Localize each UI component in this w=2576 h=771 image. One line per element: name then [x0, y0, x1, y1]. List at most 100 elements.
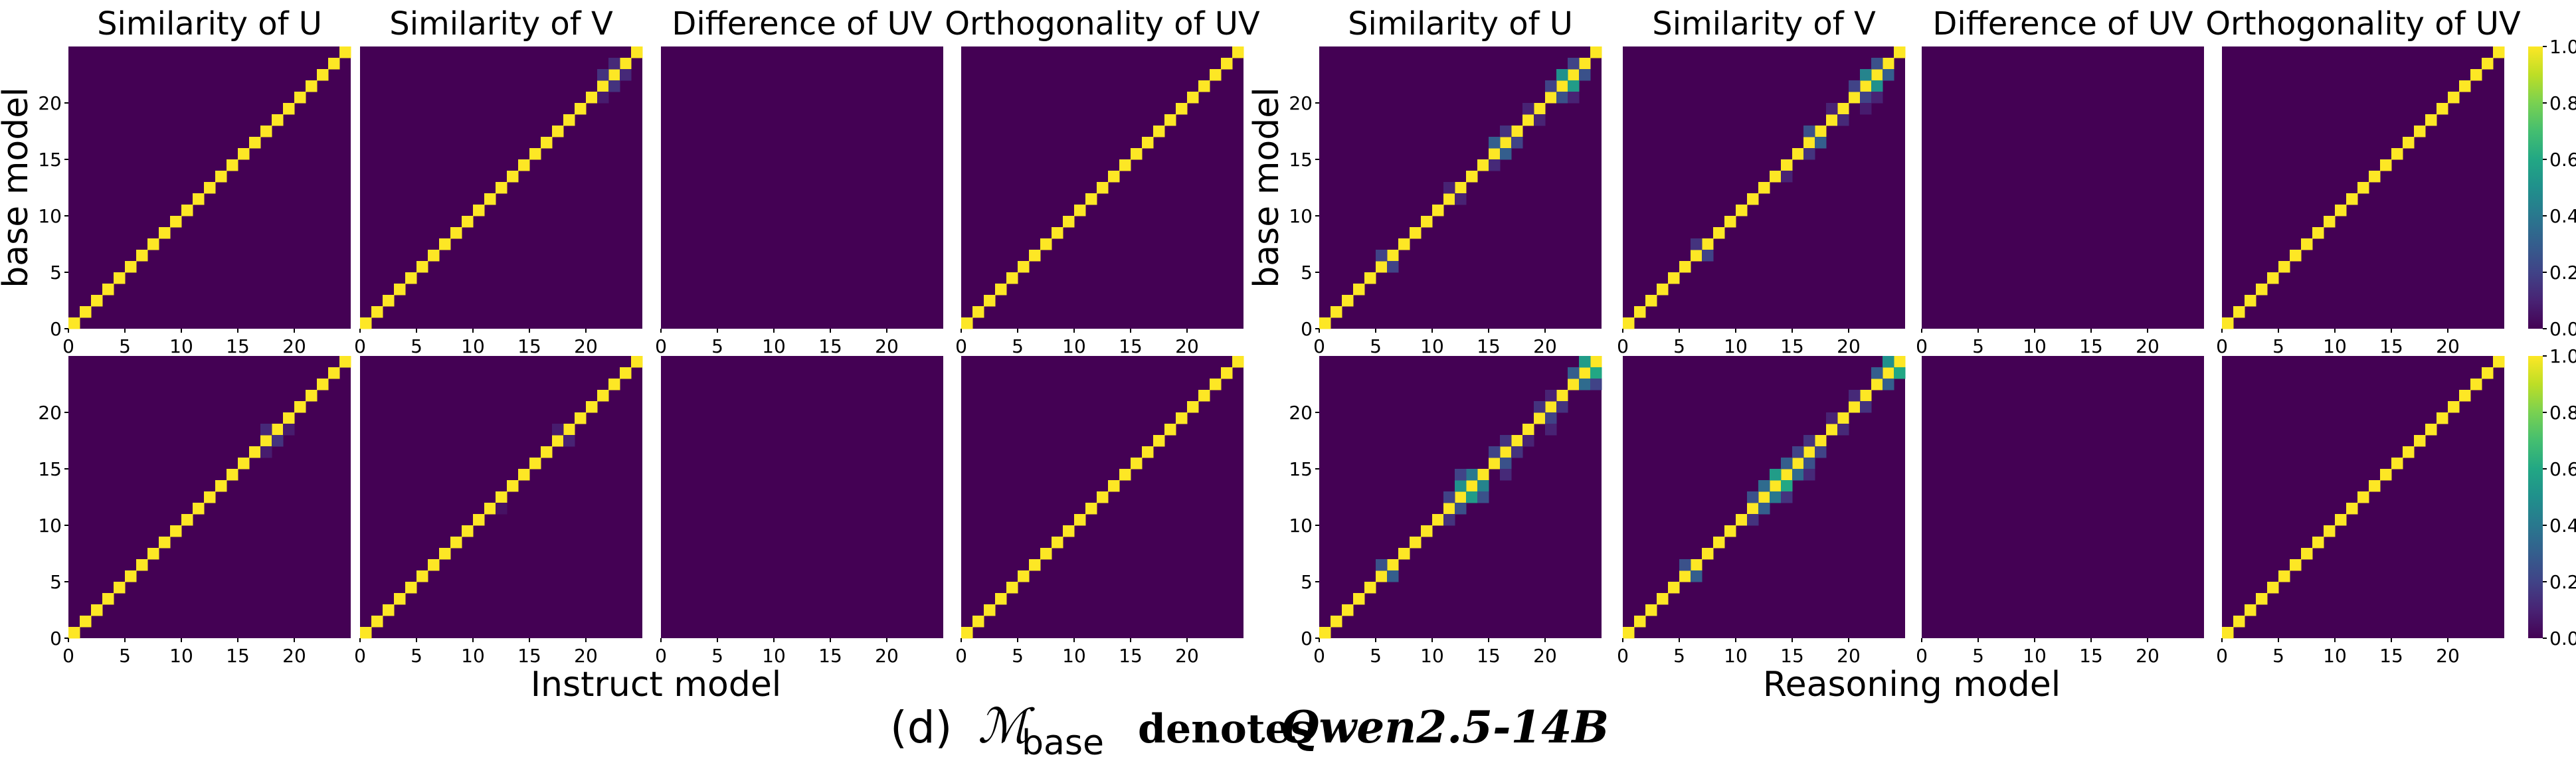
heatmap-cell: [1489, 159, 1501, 171]
heatmap-panel-g1-r0-p1: 0 5 10 15 20 Similarity of V: [1617, 5, 1906, 357]
heatmap-cell-diagonal: [995, 593, 1007, 605]
x-tick-label: 0: [1617, 645, 1629, 667]
heatmap-cell-diagonal: [1432, 205, 1444, 216]
x-tick-label: 15: [1780, 645, 1804, 667]
heatmap-cell-diagonal: [2369, 171, 2381, 183]
heatmap-cell-diagonal: [1198, 390, 1210, 402]
x-tick-label: 15: [818, 335, 842, 357]
heatmap-cell-diagonal: [159, 537, 171, 549]
y-axis-label: base model: [1247, 87, 1287, 288]
heatmap-cell-diagonal: [360, 317, 372, 329]
heatmap-cell-diagonal: [328, 58, 340, 70]
colorbars: 0.0 0.2 0.4 0.6 0.8 1.0 0.0 0.2 0.4 0.6 0.8 1.0: [2528, 36, 2576, 649]
x-tick-label: 5: [2272, 335, 2284, 357]
heatmap-cell-diagonal: [1849, 401, 1861, 413]
heatmap-cell-diagonal: [1770, 480, 1782, 492]
heatmap-cell-diagonal: [2403, 137, 2415, 149]
heatmap-cell-diagonal: [462, 525, 474, 537]
y-tick-label: 20: [1289, 402, 1313, 424]
y-tick-label: 15: [1289, 458, 1313, 480]
heatmap-panel-g0-r0-p2: 0 5 10 15 20 Difference of UV: [655, 5, 943, 357]
heatmap-cell-diagonal: [2391, 458, 2403, 470]
heatmap-cell-diagonal: [1815, 126, 1827, 137]
x-tick-label: 20: [1837, 645, 1861, 667]
heatmap-cell-diagonal: [215, 171, 227, 183]
heatmap-cell: [1871, 80, 1883, 92]
heatmap-cell-diagonal: [2233, 306, 2245, 318]
heatmap-panel-g0-r1-p0: 0 5 10 15 20 0 5 10 15 20: [38, 356, 351, 667]
heatmap-cell: [1556, 92, 1568, 104]
heatmap-cell-diagonal: [1085, 503, 1097, 515]
heatmap-cell: [1455, 503, 1467, 515]
y-tick-label: 20: [38, 402, 62, 424]
heatmap-cell-diagonal: [147, 548, 159, 560]
heatmap-panels: 0 5 10 15 20 0 5 10 15 20 Similarity of U 0 5 10 15 20 S…: [38, 5, 2521, 667]
heatmap-cell-diagonal: [1568, 379, 1580, 390]
x-tick-label: 0: [2216, 645, 2228, 667]
panel-title: Similarity of V: [1652, 5, 1876, 43]
heatmap-panel-g0-r0-p1: 0 5 10 15 20 Similarity of V: [354, 5, 643, 357]
heatmap-cell-diagonal: [1826, 114, 1838, 126]
heatmap-cell-diagonal: [1443, 503, 1455, 515]
colorbar-tick-label: 1.0: [2549, 36, 2576, 58]
heatmap-cell-diagonal: [125, 261, 137, 273]
heatmap-cell-diagonal: [608, 379, 620, 390]
heatmap-cell-diagonal: [294, 92, 306, 104]
x-tick-label: 10: [1420, 335, 1444, 357]
y-tick-label: 15: [38, 458, 62, 480]
x-tick-label: 15: [2379, 335, 2403, 357]
heatmap-cell-diagonal: [181, 514, 193, 526]
heatmap-cell: [1534, 401, 1546, 413]
heatmap-cell-diagonal: [1131, 458, 1143, 470]
heatmap-cell-diagonal: [1164, 114, 1176, 126]
heatmap-cell-diagonal: [2256, 593, 2268, 605]
heatmap-cell: [1590, 367, 1602, 379]
y-tick-label: 10: [38, 205, 62, 227]
heatmap-cell-diagonal: [1040, 548, 1052, 560]
heatmap-panel-g1-r1-p3: 0 5 10 15 20: [2216, 356, 2505, 667]
heatmap-panel-g1-r1-p1: 0 5 10 15 20: [1617, 356, 1906, 667]
x-tick-label: 0: [354, 335, 366, 357]
x-tick-label: 10: [169, 335, 193, 357]
x-tick-label: 5: [711, 645, 723, 667]
heatmap-cell-diagonal: [1579, 58, 1591, 70]
y-tick-label: 0: [1301, 628, 1313, 649]
heatmap-cell-diagonal: [1568, 69, 1580, 81]
heatmap-cell-diagonal: [1097, 182, 1109, 194]
heatmap-cell-diagonal: [1803, 446, 1815, 458]
colorbar-tick-label: 0.0: [2549, 628, 2576, 649]
heatmap-cell-diagonal: [170, 525, 182, 537]
heatmap-cell-diagonal: [484, 193, 496, 205]
heatmap-cell: [1568, 367, 1580, 379]
heatmap-cell-diagonal: [529, 458, 541, 470]
heatmap-cell: [1500, 435, 1512, 447]
heatmap-cell: [1545, 80, 1557, 92]
heatmap-cell: [1455, 193, 1467, 205]
x-tick-label: 10: [2323, 645, 2347, 667]
heatmap-cell-diagonal: [1410, 537, 1422, 549]
heatmap-cell-diagonal: [1063, 525, 1075, 537]
heatmap-cell: [620, 69, 632, 81]
heatmap-cell: [608, 80, 620, 92]
x-tick-label: 0: [62, 335, 74, 357]
heatmap-panel-g1-r0-p2: 0 5 10 15 20 Difference of UV: [1916, 5, 2204, 357]
heatmap-cell-diagonal: [2391, 148, 2403, 160]
heatmap-cell-diagonal: [1387, 559, 1399, 571]
x-tick-label: 5: [1370, 645, 1382, 667]
heatmap-cell-diagonal: [1455, 491, 1467, 503]
x-tick-label: 10: [169, 645, 193, 667]
heatmap-cell: [1443, 491, 1455, 503]
x-tick-label: 5: [1012, 335, 1024, 357]
x-axis-label: Instruct model: [531, 665, 782, 705]
heatmap-cell-diagonal: [2357, 491, 2369, 503]
heatmap-cell-diagonal: [1679, 570, 1691, 582]
heatmap-cell: [1477, 480, 1489, 492]
heatmap-cell: [1792, 446, 1804, 458]
colorbar-tick-label: 0.4: [2549, 515, 2576, 537]
heatmap-cell-diagonal: [597, 390, 609, 402]
heatmap-cell-diagonal: [114, 272, 126, 284]
heatmap-cell-diagonal: [575, 103, 587, 115]
heatmap-cell-diagonal: [1634, 616, 1646, 628]
heatmap-cell: [1691, 238, 1702, 250]
heatmap-cell: [1568, 58, 1580, 70]
